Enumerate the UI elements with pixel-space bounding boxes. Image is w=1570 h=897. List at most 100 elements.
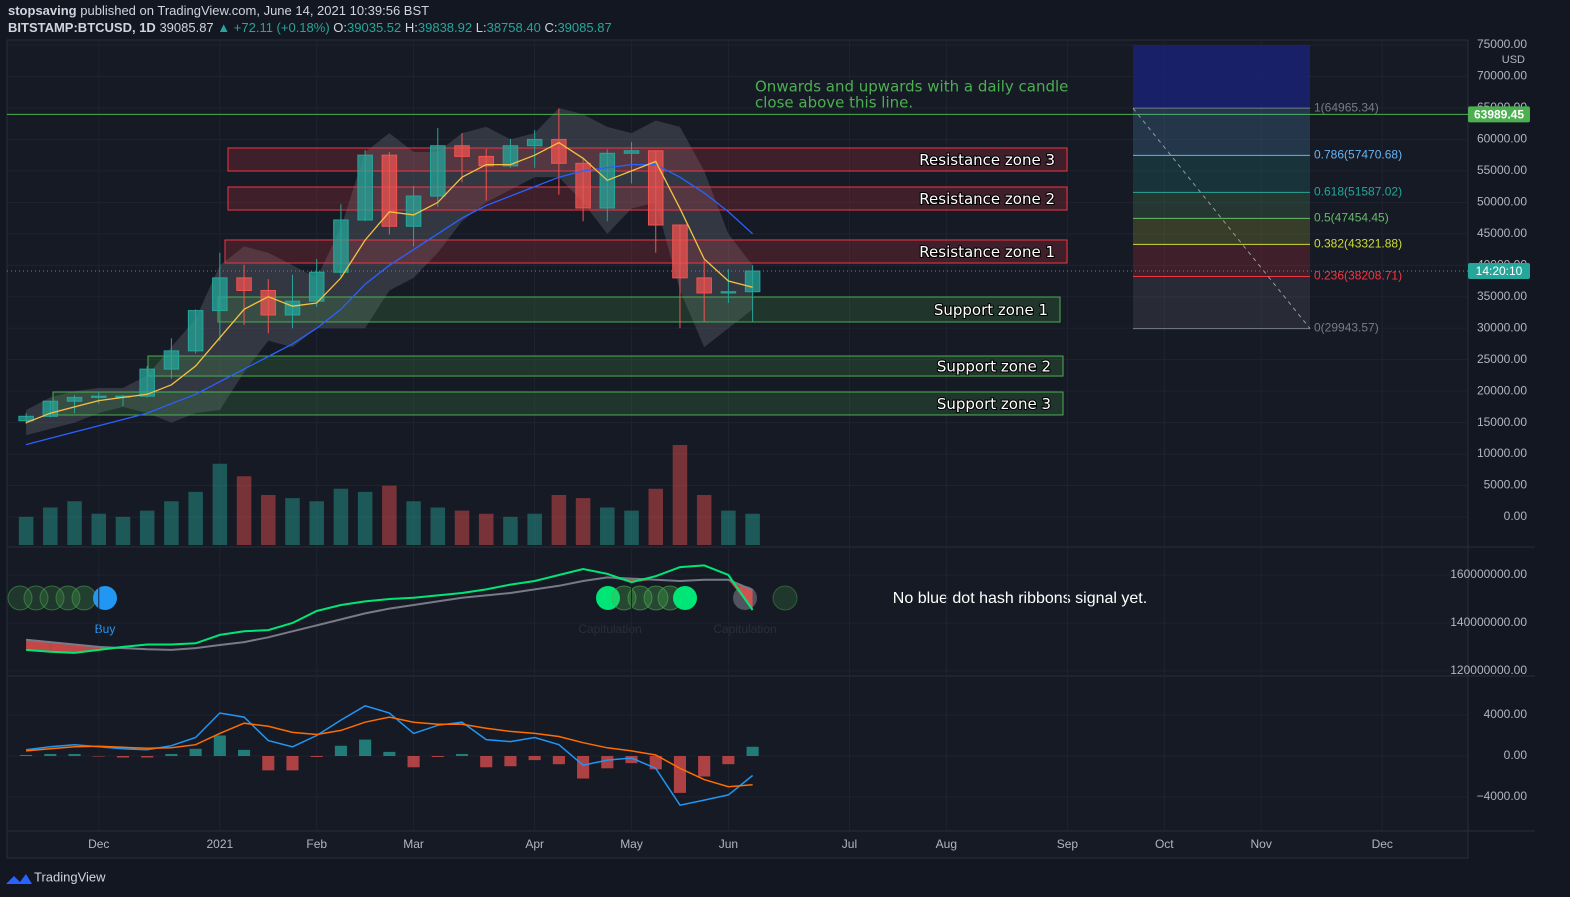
fib-band	[1133, 155, 1310, 193]
candle-body	[357, 154, 373, 221]
zone-label: Support zone 2	[937, 358, 1051, 376]
candle-body	[260, 289, 277, 316]
series-line	[25, 163, 754, 446]
candle-body	[90, 395, 107, 398]
volume-bar	[139, 510, 155, 545]
ohlc-value: 39035.52	[347, 20, 401, 35]
volume-bar	[624, 510, 639, 545]
histogram-bar	[383, 751, 396, 756]
candle-body	[405, 195, 422, 227]
volume-bar	[745, 513, 760, 545]
x-tick-label: Apr	[525, 837, 544, 851]
y-tick-label: 15000.00	[1477, 415, 1527, 429]
candle-body	[623, 150, 640, 154]
histogram-bar	[359, 739, 372, 756]
candle-body	[212, 277, 228, 312]
zone-label: Resistance zone 1	[919, 243, 1055, 261]
histogram-bar	[20, 754, 33, 756]
candle-body	[18, 415, 34, 422]
zone-label: Resistance zone 3	[919, 151, 1055, 169]
volume-bar	[600, 507, 615, 545]
hash-annotation: No blue dot hash ribbons signal yet.	[893, 590, 1147, 607]
x-tick-label: Oct	[1155, 837, 1174, 851]
volume-bar	[115, 516, 131, 545]
histogram-bar	[141, 755, 154, 758]
volume-bar	[188, 491, 203, 545]
candle-body	[696, 277, 712, 294]
buy-dot	[93, 586, 117, 610]
plot-frame	[6, 39, 1469, 859]
ohlc-value: 38758.40	[487, 20, 541, 35]
bollinger-band	[26, 107, 753, 436]
fib-label: 0.618(51587.02)	[1314, 185, 1402, 199]
histogram-bar	[165, 753, 178, 756]
candle-body	[308, 271, 325, 302]
volume-bar	[406, 501, 421, 545]
histogram-bar	[44, 753, 57, 756]
histogram-bar	[722, 755, 735, 765]
y-tick-label: 120000000.00	[1450, 663, 1527, 677]
fib-band	[1133, 276, 1310, 329]
volume-bar	[309, 501, 324, 545]
capitulation-label: Capitulation	[713, 622, 776, 636]
candle-body	[236, 277, 252, 291]
candle-body	[575, 162, 591, 209]
y-tick-label: 45000.00	[1477, 226, 1527, 240]
volume-bar	[43, 507, 58, 545]
volume-bar	[212, 463, 228, 545]
histogram-bar	[116, 755, 130, 758]
zone-label: Support zone 3	[937, 395, 1051, 413]
logo-icon	[6, 874, 32, 884]
x-tick-label: May	[620, 837, 643, 851]
series-line	[26, 716, 753, 788]
brand: TradingView	[34, 869, 106, 884]
series-line	[25, 141, 753, 424]
volume-bar	[91, 513, 107, 545]
histogram-bar	[552, 755, 565, 765]
x-tick-label: Mar	[403, 837, 424, 851]
ohlc-value: 39838.92	[418, 20, 472, 35]
volume-bar	[648, 488, 664, 545]
histogram-bar	[625, 755, 638, 764]
candle-body	[139, 368, 155, 397]
candle-body	[454, 145, 470, 157]
symbol: BITSTAMP:BTCUSD, 1D	[8, 20, 156, 35]
ohlc-label: H:	[405, 20, 418, 35]
fib-label: 0(29943.57)	[1314, 321, 1379, 335]
histogram-bar	[649, 755, 662, 770]
histogram-bar	[238, 749, 251, 756]
volume-bar	[382, 485, 397, 545]
y-tick-label: 70000.00	[1477, 69, 1527, 83]
volume-bar	[503, 516, 518, 545]
candle-body	[66, 396, 83, 402]
y-tick-label: 30000.00	[1477, 320, 1527, 334]
footer-logo: TradingView	[6, 869, 106, 884]
y-tick-label: 0.00	[1504, 748, 1528, 762]
volume-bar	[575, 498, 591, 545]
candle-body	[163, 350, 180, 370]
zone	[147, 355, 1064, 377]
annotation: Onwards and upwards with a daily candle	[755, 78, 1068, 96]
signal-dot	[643, 585, 669, 611]
y-tick-label: 50000.00	[1477, 195, 1527, 209]
fib-extension	[1133, 45, 1310, 109]
histogram-bar	[213, 735, 226, 756]
histogram-bar	[698, 755, 711, 777]
buy-label: Buy	[95, 622, 116, 636]
y-tick-label: 55000.00	[1477, 163, 1527, 177]
candle-body	[744, 270, 761, 293]
histogram-bar	[528, 755, 541, 761]
series-line	[26, 564, 754, 654]
author: stopsaving	[8, 3, 77, 18]
histogram-bar	[68, 753, 81, 756]
x-tick-label: Sep	[1057, 837, 1079, 851]
y-tick-label: −4000.00	[1477, 789, 1528, 803]
x-tick-label: Dec	[88, 837, 109, 851]
zone	[217, 296, 1061, 323]
y-tick-label: 140000000.00	[1450, 615, 1527, 629]
fib-label: 0.5(47454.45)	[1314, 211, 1389, 225]
volume-bar	[285, 498, 300, 545]
volume-bar	[18, 516, 34, 545]
volume-bar	[454, 510, 470, 545]
